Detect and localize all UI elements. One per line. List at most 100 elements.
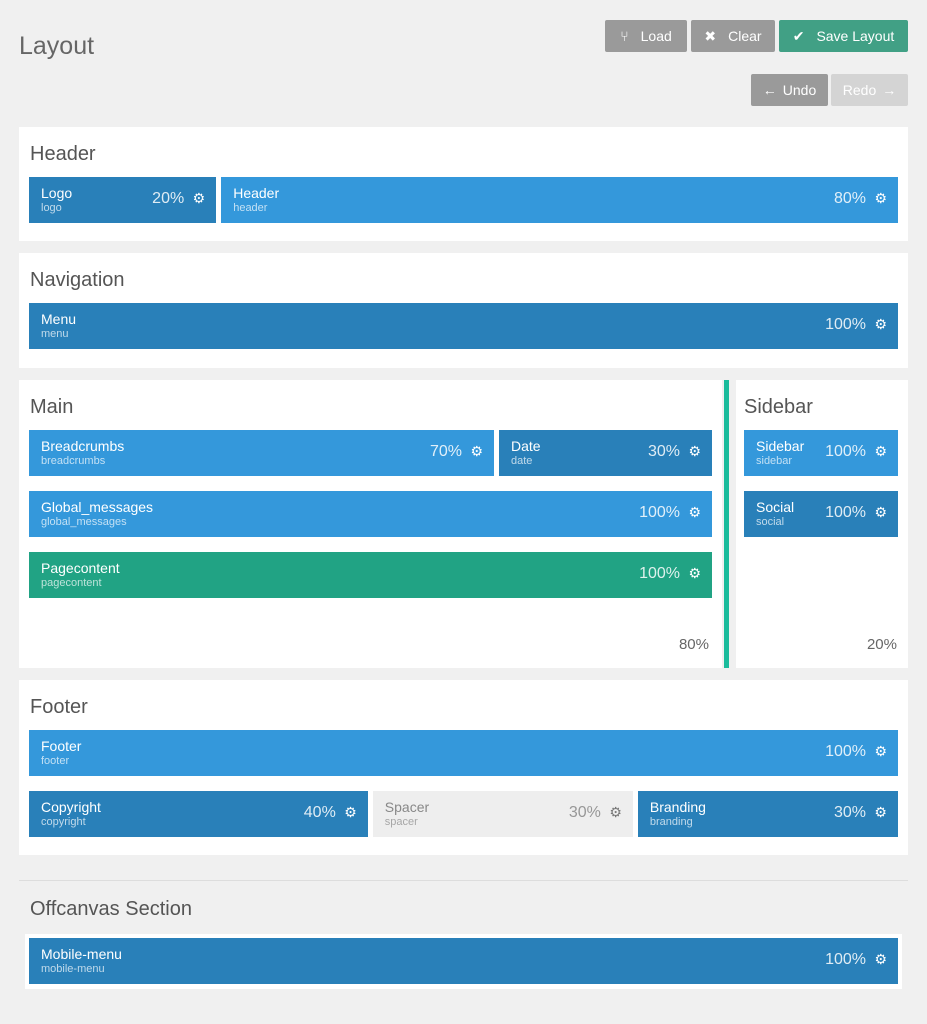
block-width: 100% — [639, 565, 680, 582]
section-footer: Footer Footer footer 100% ⚙ Copyright copyri… — [19, 680, 908, 855]
section-title: Main — [30, 396, 74, 418]
page-title: Layout — [19, 32, 95, 60]
block-width: 30% — [833, 804, 866, 821]
block-logo[interactable]: Logo logo 20% ⚙ — [29, 177, 217, 223]
section-sidebar: Sidebar Sidebar sidebar 100% ⚙ Social social… — [736, 380, 908, 668]
divider — [19, 880, 908, 881]
fork-icon: ⑂ — [620, 28, 629, 44]
block-name: Date — [511, 438, 541, 454]
block-branding[interactable]: Branding branding 30% ⚙ — [637, 791, 898, 837]
block-name: Breadcrumbs — [41, 438, 125, 454]
block-date[interactable]: Date date 30% ⚙ — [499, 430, 712, 476]
section-header: Header Logo logo 20% ⚙ Header header 80% ⚙ — [19, 127, 908, 241]
section-title: Header — [30, 143, 96, 165]
redo-button[interactable]: Redo → — [831, 74, 908, 106]
section-navigation: Navigation Menu menu 100% ⚙ — [19, 253, 908, 368]
load-label: Load — [640, 28, 672, 44]
block-id: header — [233, 202, 268, 214]
block-width: 100% — [825, 504, 866, 521]
gear-icon[interactable]: ⚙ — [874, 316, 887, 332]
offcanvas-title: Offcanvas Section — [30, 898, 192, 920]
block-name: Mobile-menu — [41, 946, 122, 962]
gear-icon[interactable]: ⚙ — [874, 190, 887, 206]
block-width: 100% — [825, 743, 866, 760]
block-width: 80% — [833, 190, 866, 207]
block-header[interactable]: Header header 80% ⚙ — [221, 177, 898, 223]
gear-icon[interactable]: ⚙ — [688, 565, 701, 581]
gear-icon[interactable]: ⚙ — [688, 504, 701, 520]
redo-label: Redo — [842, 82, 877, 98]
section-main: Main Breadcrumbs breadcrumbs 70% ⚙ Date date 3… — [19, 380, 722, 668]
trash-icon: ✖ — [704, 27, 717, 44]
gear-icon[interactable]: ⚙ — [192, 190, 206, 206]
block-id: footer — [41, 755, 70, 767]
block-menu[interactable]: Menu menu 100% ⚙ — [29, 303, 898, 349]
section-title: Sidebar — [744, 396, 813, 418]
section-title: Footer — [30, 696, 88, 718]
block-global_messages[interactable]: Global_messages global_messages 100% ⚙ — [29, 491, 712, 537]
save-layout-button[interactable]: ✔ Save Layout — [779, 20, 908, 52]
gear-icon[interactable]: ⚙ — [609, 804, 622, 820]
block-name: Footer — [41, 738, 82, 754]
block-name: Menu — [41, 311, 77, 327]
block-social[interactable]: Social social 100% ⚙ — [744, 491, 898, 537]
block-width: 30% — [568, 804, 601, 821]
block-id: breadcrumbs — [41, 455, 106, 467]
check-icon: ✔ — [792, 27, 805, 44]
block-name: Logo — [41, 185, 73, 201]
sidebar-width: 20% — [866, 636, 897, 653]
block-width: 70% — [429, 443, 462, 460]
block-width: 40% — [303, 804, 336, 821]
section-offcanvas: Mobile-menu mobile-menu 100% ⚙ — [25, 934, 902, 989]
block-breadcrumbs[interactable]: Breadcrumbs breadcrumbs 70% ⚙ — [29, 430, 494, 476]
block-id: pagecontent — [41, 577, 102, 589]
block-spacer[interactable]: Spacer spacer 30% ⚙ — [372, 791, 633, 837]
block-width: 20% — [152, 190, 185, 207]
block-width: 30% — [647, 443, 680, 460]
block-name: Global_messages — [41, 499, 154, 515]
block-name: Social — [756, 499, 795, 515]
arrow-right-icon: → — [882, 82, 897, 98]
block-id: logo — [41, 202, 62, 214]
gear-icon[interactable]: ⚙ — [874, 804, 887, 820]
gear-icon[interactable]: ⚙ — [874, 504, 887, 520]
block-sidebar[interactable]: Sidebar sidebar 100% ⚙ — [744, 430, 898, 476]
block-id: social — [756, 516, 785, 528]
block-width: 100% — [825, 951, 866, 968]
block-name: Pagecontent — [41, 560, 120, 576]
gear-icon[interactable]: ⚙ — [688, 443, 701, 459]
block-pagecontent[interactable]: Pagecontent pagecontent 100% ⚙ — [29, 552, 712, 598]
clear-label: Clear — [728, 28, 762, 44]
gear-icon[interactable]: ⚙ — [344, 804, 357, 820]
gear-icon[interactable]: ⚙ — [874, 443, 887, 459]
clear-button[interactable]: ✖ Clear — [691, 20, 775, 52]
save-label: Save Layout — [816, 28, 895, 44]
block-id: branding — [649, 816, 693, 828]
undo-button[interactable]: ← Undo — [751, 74, 828, 106]
undo-label: Undo — [782, 82, 817, 98]
load-button[interactable]: ⑂ Load — [605, 20, 687, 52]
block-name: Branding — [649, 799, 706, 815]
block-name: Copyright — [41, 799, 101, 815]
block-name: Sidebar — [756, 438, 805, 454]
main-width: 80% — [678, 636, 709, 653]
block-id: date — [511, 455, 533, 467]
gear-icon[interactable]: ⚙ — [470, 443, 483, 459]
block-width: 100% — [825, 443, 866, 460]
block-id: menu — [41, 328, 69, 340]
block-id: global_messages — [41, 516, 127, 528]
gear-icon[interactable]: ⚙ — [874, 743, 887, 759]
block-mobile-menu[interactable]: Mobile-menu mobile-menu 100% ⚙ — [29, 938, 898, 984]
block-id: sidebar — [756, 455, 793, 467]
section-title: Navigation — [30, 269, 125, 291]
column-divider[interactable] — [724, 380, 729, 668]
block-name: Header — [233, 185, 280, 201]
block-footer[interactable]: Footer footer 100% ⚙ — [29, 730, 898, 776]
block-width: 100% — [639, 504, 680, 521]
block-width: 100% — [825, 316, 866, 333]
block-id: copyright — [41, 816, 86, 828]
gear-icon[interactable]: ⚙ — [874, 951, 887, 967]
block-copyright[interactable]: Copyright copyright 40% ⚙ — [29, 791, 368, 837]
arrow-left-icon: ← — [762, 82, 777, 98]
block-id: mobile-menu — [41, 963, 105, 975]
